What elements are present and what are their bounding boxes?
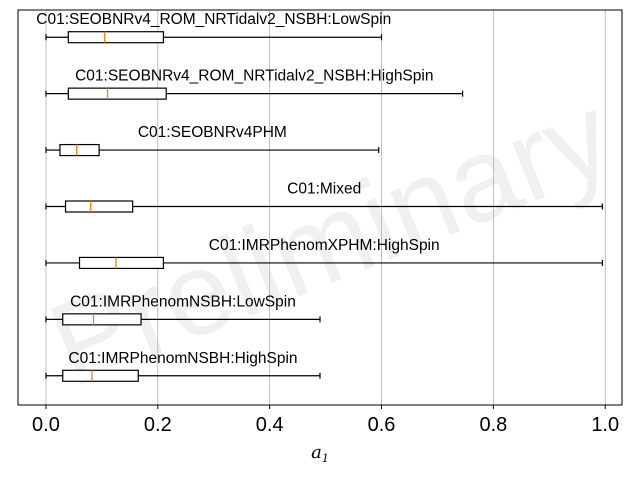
box-item: C01:SEOBNRv4PHM bbox=[45, 124, 380, 157]
x-tick-label: 0.8 bbox=[479, 414, 507, 436]
box-iqr bbox=[62, 313, 142, 326]
box-label: C01:IMRPhenomXPHM:HighSpin bbox=[209, 237, 440, 254]
box-label: C01:IMRPhenomNSBH:HighSpin bbox=[68, 350, 297, 367]
box-item: C01:SEOBNRv4_ROM_NRTidalv2_NSBH:LowSpin bbox=[36, 11, 391, 44]
box-iqr bbox=[78, 256, 165, 270]
x-tick-label: 0.0 bbox=[32, 414, 60, 436]
boxplot-series: C01:SEOBNRv4_ROM_NRTidalv2_NSBH:LowSpin C… bbox=[36, 11, 604, 382]
box-iqr bbox=[62, 369, 139, 382]
box-iqr bbox=[64, 200, 134, 213]
box-iqr bbox=[67, 31, 165, 44]
box-label: C01:IMRPhenomNSBH:LowSpin bbox=[70, 293, 296, 310]
box-item: C01:Mixed bbox=[45, 181, 604, 213]
plot-frame bbox=[17, 9, 623, 406]
box-label: C01:SEOBNRv4_ROM_NRTidalv2_NSBH:LowSpin bbox=[36, 11, 391, 28]
box-iqr bbox=[67, 87, 167, 100]
box-iqr bbox=[59, 143, 100, 157]
box-item: C01:SEOBNRv4_ROM_NRTidalv2_NSBH:HighSpin bbox=[45, 68, 464, 100]
grid-lines bbox=[45, 10, 606, 405]
x-axis-ticks: 0.0 0.2 0.4 0.6 0.8 1.0 bbox=[32, 405, 619, 436]
x-axis-label: a1 bbox=[311, 442, 329, 465]
x-tick-label: 0.4 bbox=[256, 414, 284, 436]
x-tick-label: 1.0 bbox=[591, 414, 619, 436]
x-tick-label: 0.6 bbox=[368, 414, 396, 436]
box-label: C01:SEOBNRv4PHM bbox=[138, 124, 287, 141]
x-tick-label: 0.2 bbox=[144, 414, 172, 436]
box-item: C01:IMRPhenomNSBH:HighSpin bbox=[45, 350, 321, 382]
box-item: C01:IMRPhenomXPHM:HighSpin bbox=[45, 237, 604, 270]
box-label: C01:SEOBNRv4_ROM_NRTidalv2_NSBH:HighSpin bbox=[75, 68, 433, 85]
box-label: C01:Mixed bbox=[287, 181, 361, 198]
box-item: C01:IMRPhenomNSBH:LowSpin bbox=[45, 293, 321, 326]
